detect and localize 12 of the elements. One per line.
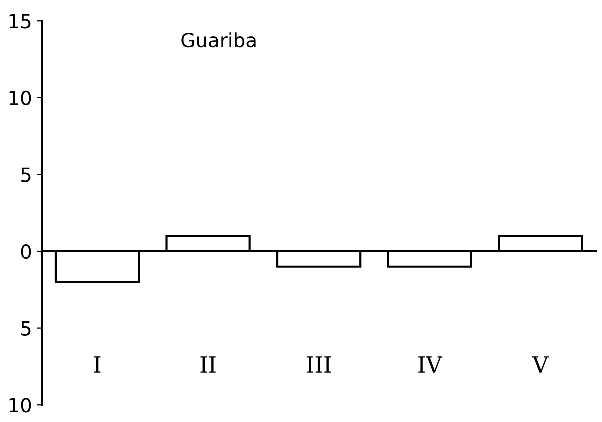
x-tick-label: V — [532, 356, 549, 373]
x-tick-label: I — [94, 356, 101, 373]
y-tick-label: 10 — [10, 90, 32, 106]
y-tick-label: 0 — [21, 244, 32, 260]
x-tick-label: IV — [418, 356, 443, 373]
y-tick-label: 5 — [22, 322, 31, 336]
y-tick-label: 10 — [10, 398, 32, 413]
x-tick-label: II — [200, 356, 216, 373]
chart-title: Guariba — [182, 32, 256, 48]
y-tick-label: 5 — [22, 168, 31, 182]
x-tick-label: III — [307, 356, 331, 373]
y-tick-label: 15 — [10, 14, 31, 29]
